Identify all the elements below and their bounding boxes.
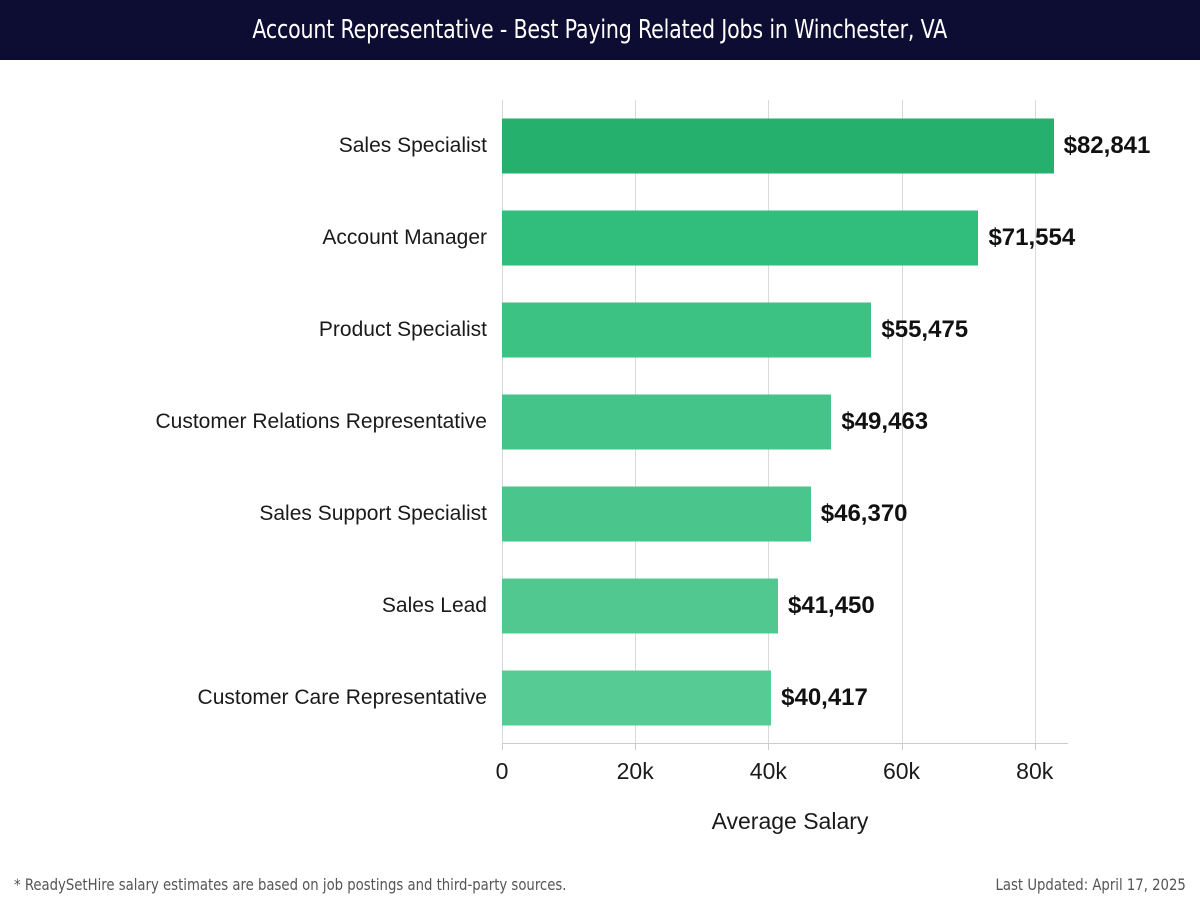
bar[interactable] (502, 394, 832, 450)
bar[interactable] (502, 302, 872, 358)
bar-row[interactable]: Customer Care Representative $40,417 (0, 652, 1200, 744)
x-axis-line (502, 743, 1068, 744)
chart-plot-area: Sales Specialist $82,841 Account Manager $7… (0, 60, 1200, 860)
tick-mark-40k (768, 743, 770, 750)
x-tick-label: 0 (495, 758, 509, 784)
tick-mark-60k (901, 743, 903, 750)
category-label: Sales Lead (381, 594, 487, 617)
category-label: Customer Care Representative (197, 686, 487, 709)
bar[interactable] (502, 486, 811, 542)
gridline-60k (901, 100, 903, 743)
bar-row[interactable]: Sales Support Specialist $46,370 (0, 468, 1200, 560)
bar-value-label: $49,463 (841, 408, 929, 435)
bar[interactable] (502, 670, 772, 726)
tick-mark-80k (1034, 743, 1036, 750)
chart-footer: * ReadySetHire salary estimates are base… (0, 875, 1200, 905)
bar-row[interactable]: Customer Relations Representative $49,463 (0, 376, 1200, 468)
footer-disclaimer: * ReadySetHire salary estimates are base… (14, 875, 567, 894)
bar-value-label: $71,554 (988, 224, 1076, 251)
bar-row[interactable]: Account Manager $71,554 (0, 192, 1200, 284)
x-tick-label: 80k (1016, 758, 1054, 784)
category-label: Account Manager (322, 226, 487, 249)
bar-row[interactable]: Product Specialist $55,475 (0, 284, 1200, 376)
chart-header: Account Representative - Best Paying Rel… (0, 0, 1200, 60)
bar[interactable] (502, 210, 979, 266)
x-axis-label-text: Average Salary (711, 808, 869, 834)
bars-layer: Sales Specialist $82,841 Account Manager $7… (0, 60, 1200, 860)
bar[interactable] (502, 118, 1054, 174)
bar-value-label: $46,370 (820, 500, 908, 527)
bar-value-label: $41,450 (788, 592, 875, 619)
gridline-80k (1034, 100, 1036, 743)
category-label: Sales Specialist (338, 134, 487, 157)
bar-value-label: $55,475 (881, 316, 969, 343)
category-label: Customer Relations Representative (155, 410, 488, 433)
tick-mark-0 (502, 743, 503, 750)
x-axis-label: Average Salary (0, 808, 1200, 835)
footer-last-updated: Last Updated: April 17, 2025 (995, 875, 1186, 894)
category-label: Sales Support Specialist (259, 502, 487, 525)
category-label: Product Specialist (318, 318, 487, 341)
bar[interactable] (502, 578, 778, 634)
x-tick-label: 40k (749, 758, 787, 784)
x-tick-label: 20k (616, 758, 654, 784)
tick-mark-20k (635, 743, 637, 750)
page-title: Account Representative - Best Paying Rel… (252, 15, 948, 45)
x-tick-label: 60k (882, 758, 921, 784)
bar-row[interactable]: Sales Lead $41,450 (0, 560, 1200, 652)
bar-value-label: $82,841 (1063, 132, 1151, 159)
bar-value-label: $40,417 (781, 684, 868, 711)
bar-row[interactable]: Sales Specialist $82,841 (0, 100, 1200, 192)
